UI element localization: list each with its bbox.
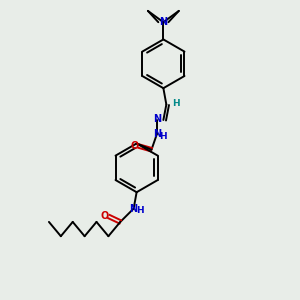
Text: O: O: [101, 211, 109, 221]
Text: N: N: [159, 17, 167, 27]
Text: N: N: [153, 114, 161, 124]
Text: O: O: [131, 140, 139, 151]
Text: H: H: [136, 206, 144, 215]
Text: N: N: [130, 204, 138, 214]
Text: N: N: [153, 129, 161, 139]
Text: H: H: [160, 131, 167, 140]
Text: H: H: [172, 99, 180, 108]
